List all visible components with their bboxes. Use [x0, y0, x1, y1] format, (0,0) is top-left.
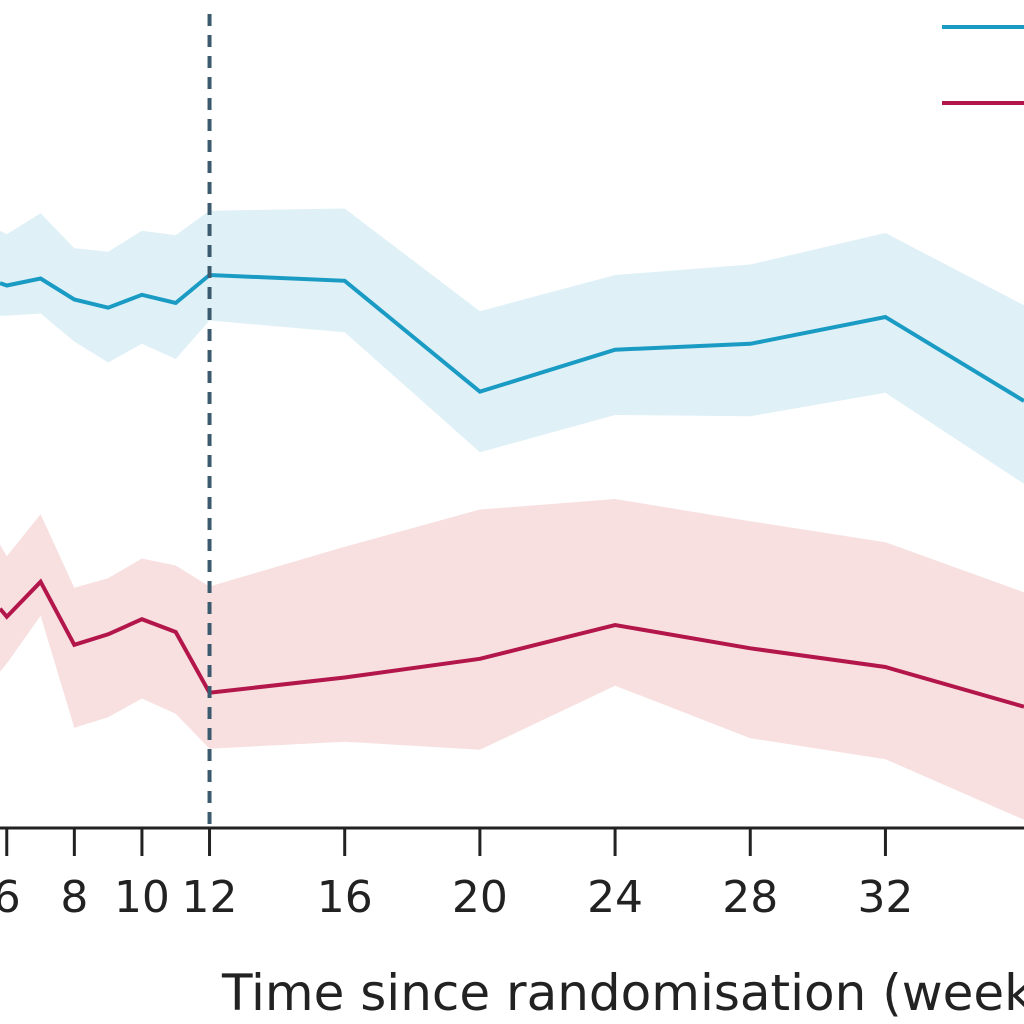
red-series-confidence-band [0, 499, 1024, 820]
x-tick-label-24: 24 [587, 872, 643, 923]
blue-series-confidence-band [0, 208, 1024, 484]
x-axis-label: Time since randomisation (weeks [221, 964, 1024, 1022]
confidence-bands [0, 208, 1024, 820]
x-tick-label-28: 28 [722, 872, 778, 923]
legend [942, 25, 1024, 105]
x-tick-label-16: 16 [317, 872, 373, 923]
x-tick-label-12: 12 [182, 872, 238, 923]
x-tick-label-32: 32 [857, 872, 913, 923]
blue-series-line [0, 272, 1024, 403]
red-series-line [0, 578, 1024, 709]
x-axis-ticks: 6 8 10 12 16 20 24 28 32 [0, 828, 913, 923]
x-tick-label-10: 10 [114, 872, 170, 923]
x-tick-label-8: 8 [60, 872, 88, 923]
x-tick-label-20: 20 [452, 872, 508, 923]
x-tick-label-6: 6 [0, 872, 21, 923]
series-lines [0, 272, 1024, 709]
